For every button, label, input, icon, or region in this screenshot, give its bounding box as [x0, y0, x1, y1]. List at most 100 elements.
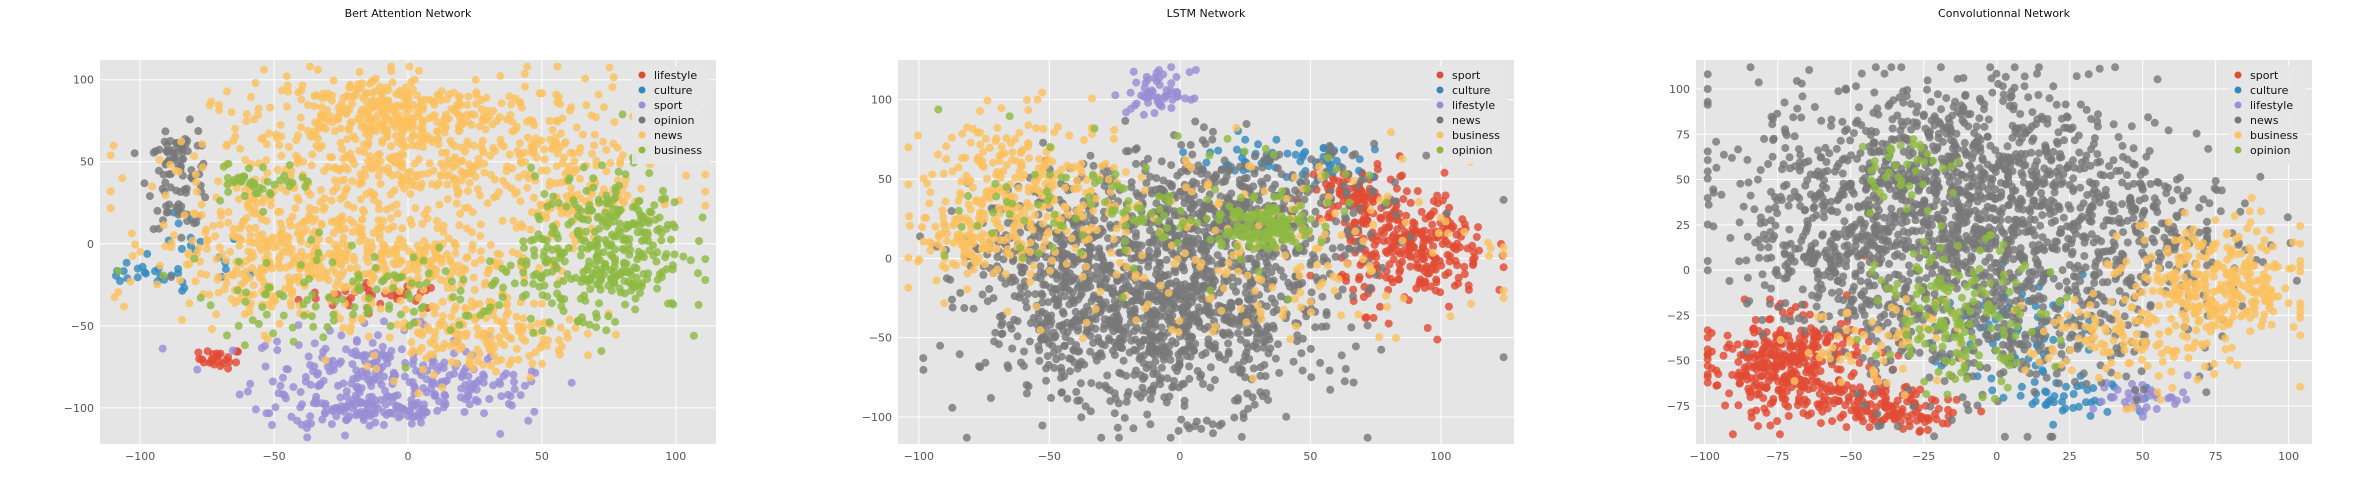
scatter-point: [250, 115, 259, 124]
scatter-point: [180, 211, 189, 220]
scatter-point: [1155, 74, 1164, 83]
scatter-point: [287, 288, 296, 297]
scatter-point: [109, 141, 118, 150]
scatter-point: [562, 329, 571, 338]
scatter-point: [451, 249, 460, 258]
scatter-point: [396, 411, 405, 420]
scatter-point: [439, 228, 448, 236]
scatter-point: [1144, 98, 1153, 107]
scatter-point: [443, 180, 452, 189]
scatter-point: [1499, 195, 1508, 204]
scatter-point: [313, 65, 322, 74]
scatter-point: [233, 286, 242, 295]
scatter-point: [1282, 412, 1291, 421]
scatter-point: [336, 138, 345, 147]
scatter-point: [435, 397, 443, 406]
scatter-point: [473, 324, 482, 333]
scatter-point: [148, 182, 157, 191]
scatter-point: [1144, 88, 1153, 97]
scatter-point: [637, 184, 646, 193]
scatter-point: [443, 195, 452, 204]
scatter-point: [308, 312, 316, 321]
scatter-point: [384, 225, 393, 234]
scatter-point: [430, 111, 439, 119]
scatter-point: [701, 170, 710, 179]
scatter-point: [223, 87, 231, 96]
scatter-point: [496, 429, 505, 438]
scatter-point: [473, 185, 482, 194]
scatter-point: [235, 241, 244, 250]
scatter-point: [369, 375, 378, 384]
scatter-point: [479, 378, 488, 387]
scatter-point: [250, 179, 259, 188]
scatter-point: [400, 243, 409, 252]
scatter-point: [482, 93, 491, 102]
scatter-point: [131, 240, 140, 249]
scatter-point: [1388, 233, 1397, 242]
scatter-point: [1234, 361, 1243, 370]
scatter-point: [1272, 305, 1281, 314]
scatter-point: [1180, 402, 1189, 410]
scatter-point: [449, 88, 458, 97]
scatter-point: [538, 359, 547, 368]
scatter-point: [602, 326, 611, 335]
scatter-point: [409, 355, 418, 364]
scatter-point: [466, 351, 475, 360]
scatter-point: [158, 184, 167, 193]
scatter-point: [1301, 148, 1310, 156]
scatter-point: [1160, 355, 1168, 364]
scatter-point: [120, 302, 129, 311]
scatter-point: [1378, 263, 1387, 272]
scatter-point: [315, 228, 324, 237]
scatter-point: [342, 387, 351, 396]
scatter-point: [599, 137, 608, 146]
scatter-point: [499, 318, 508, 327]
scatter-point: [311, 302, 320, 311]
scatter-point: [418, 219, 427, 228]
scatter-point: [1035, 346, 1044, 355]
legend-marker: [638, 71, 646, 79]
scatter-point: [477, 255, 486, 264]
scatter-point: [106, 187, 115, 196]
scatter-point: [1218, 328, 1227, 337]
scatter-point: [645, 246, 654, 255]
scatter-point: [531, 368, 540, 377]
scatter-point: [532, 153, 541, 162]
scatter-point: [1258, 163, 1267, 172]
scatter-point: [1377, 345, 1386, 354]
scatter-point: [361, 171, 370, 180]
scatter-point: [1169, 382, 1178, 391]
scatter-point: [1395, 249, 1404, 258]
scatter-point: [1499, 263, 1508, 272]
scatter-point: [262, 310, 271, 319]
scatter-point: [478, 115, 487, 124]
scatter-point: [316, 186, 325, 194]
scatter-point: [1301, 171, 1310, 180]
scatter-point: [1454, 273, 1463, 282]
scatter-point: [349, 219, 358, 227]
scatter-point: [415, 155, 424, 164]
scatter-point: [397, 345, 406, 354]
scatter-point: [471, 75, 480, 84]
scatter-point: [564, 220, 573, 229]
scatter-point: [1146, 385, 1155, 394]
scatter-point: [1132, 159, 1140, 168]
scatter-point: [171, 166, 180, 175]
scatter-point: [338, 295, 347, 304]
scatter-point: [1420, 226, 1429, 235]
scatter-point: [385, 154, 394, 163]
scatter-point: [1072, 387, 1081, 396]
scatter-point: [919, 354, 928, 363]
scatter-point: [426, 338, 435, 347]
scatter-point: [1087, 379, 1096, 388]
scatter-point: [320, 203, 329, 212]
scatter-point: [1067, 355, 1076, 364]
scatter-point: [602, 191, 611, 200]
scatter-point: [1202, 158, 1211, 167]
scatter-point: [110, 293, 119, 302]
scatter-point: [1298, 366, 1307, 375]
scatter-point: [176, 276, 184, 284]
scatter-point: [590, 141, 598, 150]
scatter-point: [1022, 303, 1031, 312]
